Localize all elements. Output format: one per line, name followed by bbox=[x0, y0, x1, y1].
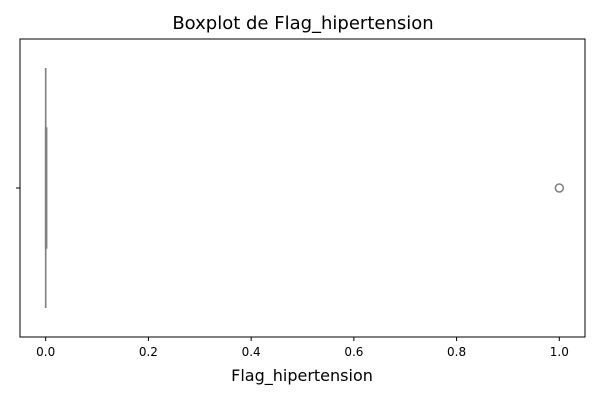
x-tick-label: 0.4 bbox=[242, 345, 261, 359]
chart-title: Boxplot de Flag_hipertension bbox=[172, 13, 433, 34]
outlier-point bbox=[554, 183, 565, 193]
x-tick-label: 0.0 bbox=[36, 345, 55, 359]
x-tick-label: 0.6 bbox=[344, 345, 363, 359]
x-tick-label: 0.8 bbox=[447, 345, 466, 359]
plot-frame bbox=[19, 38, 586, 338]
x-axis: 0.0 0.2 0.4 0.6 0.8 1.0 bbox=[36, 337, 569, 359]
plot-area bbox=[44, 68, 565, 308]
x-tick-label: 1.0 bbox=[550, 345, 569, 359]
x-tick-label: 0.2 bbox=[139, 345, 158, 359]
x-axis-label: Flag_hipertension bbox=[231, 366, 373, 386]
